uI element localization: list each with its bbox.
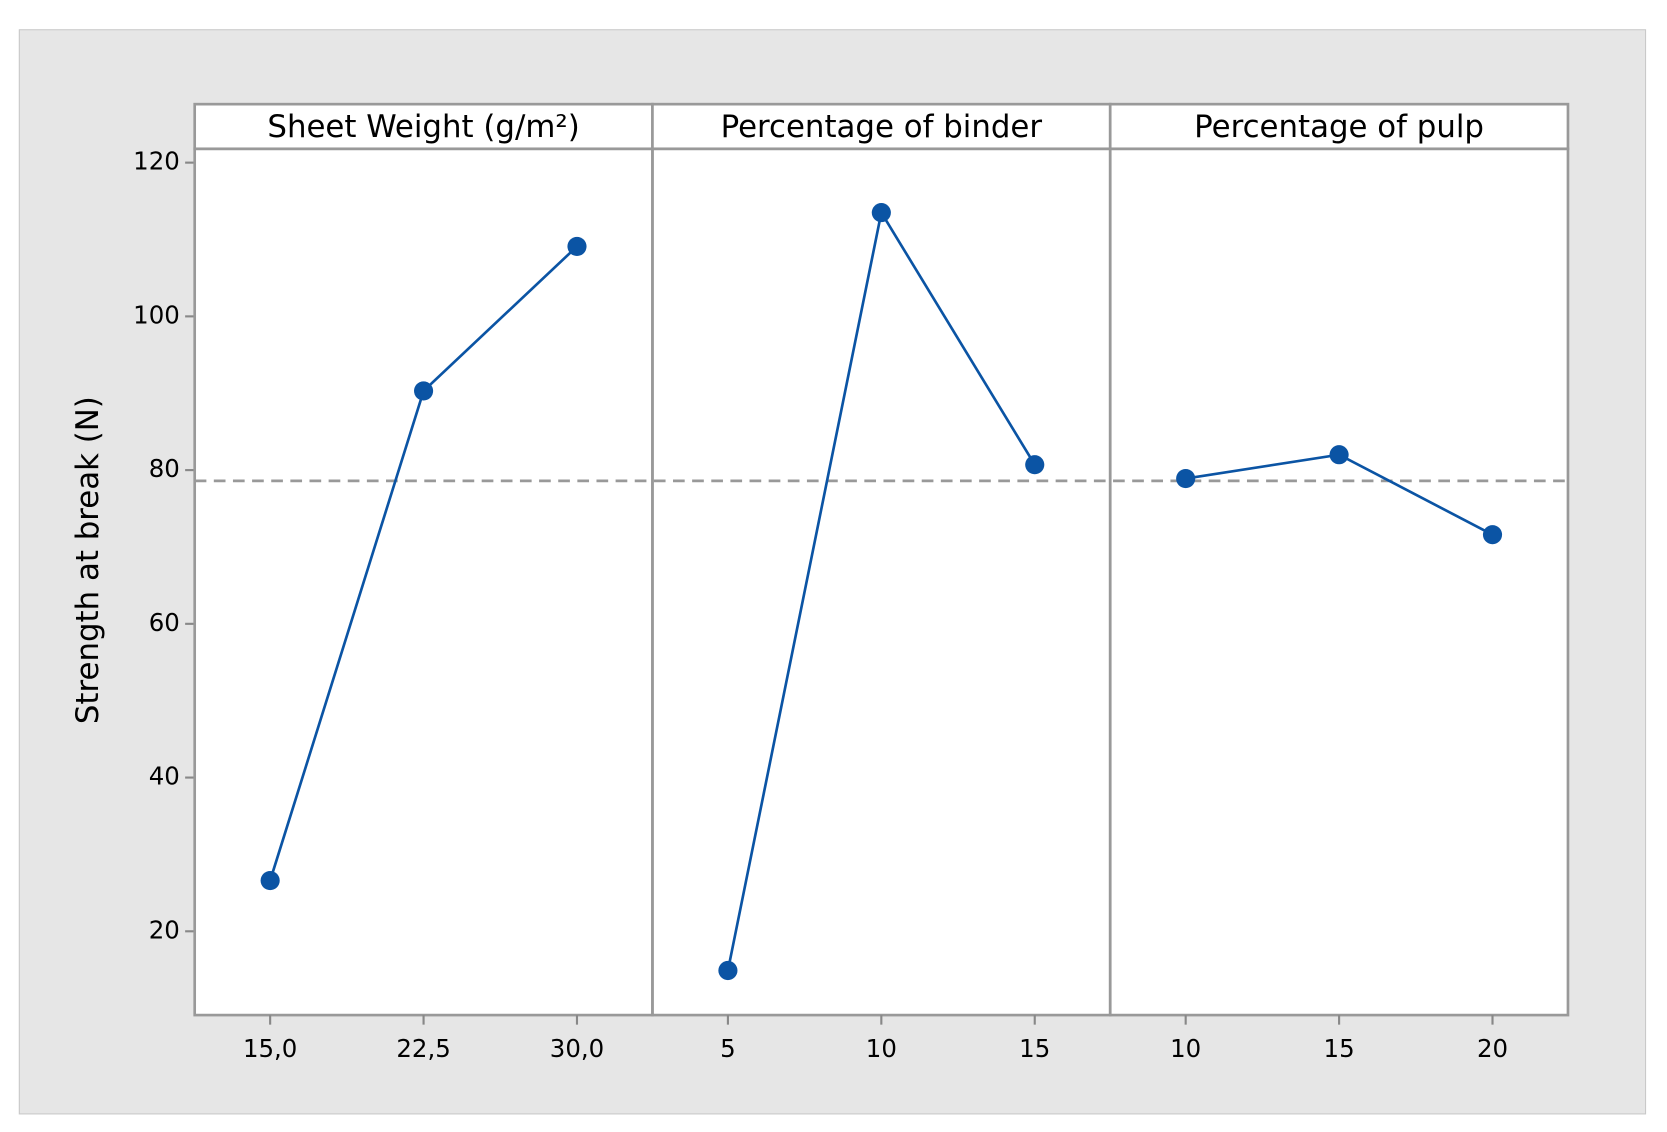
data-point <box>1482 525 1503 545</box>
panel-title: Percentage of binder <box>721 109 1043 145</box>
data-point <box>414 381 434 401</box>
x-tick-label: 20 <box>1477 1034 1508 1063</box>
x-tick-label: 15,0 <box>243 1034 297 1063</box>
data-point <box>718 960 738 981</box>
data-point <box>1176 468 1196 489</box>
panel-header <box>1108 102 1570 151</box>
y-tick-label: 40 <box>149 762 180 791</box>
data-point <box>260 870 280 891</box>
x-tick-label: 22,5 <box>396 1034 450 1063</box>
y-tick-label: 20 <box>149 915 180 944</box>
x-tick-label: 10 <box>1170 1034 1201 1063</box>
y-tick-label: 80 <box>149 454 180 483</box>
data-point <box>1329 445 1349 465</box>
panel-title: Percentage of pulp <box>1194 109 1484 145</box>
data-point <box>871 203 891 223</box>
panel-title: Sheet Weight (g/m²) <box>267 109 579 145</box>
y-tick-label: 120 <box>133 147 180 176</box>
x-tick-label: 5 <box>720 1034 736 1063</box>
y-axis-label: Strength at break (N) <box>70 396 106 724</box>
x-tick-label: 15 <box>1019 1034 1050 1063</box>
data-point <box>1025 455 1045 475</box>
y-tick-label: 100 <box>133 300 180 329</box>
y-tick-label: 60 <box>149 608 180 637</box>
data-point <box>567 236 587 256</box>
plot-area <box>194 104 1568 1016</box>
x-tick-label: 10 <box>866 1034 897 1063</box>
x-tick-label: 30,0 <box>550 1034 604 1063</box>
x-tick-label: 15 <box>1324 1034 1355 1063</box>
